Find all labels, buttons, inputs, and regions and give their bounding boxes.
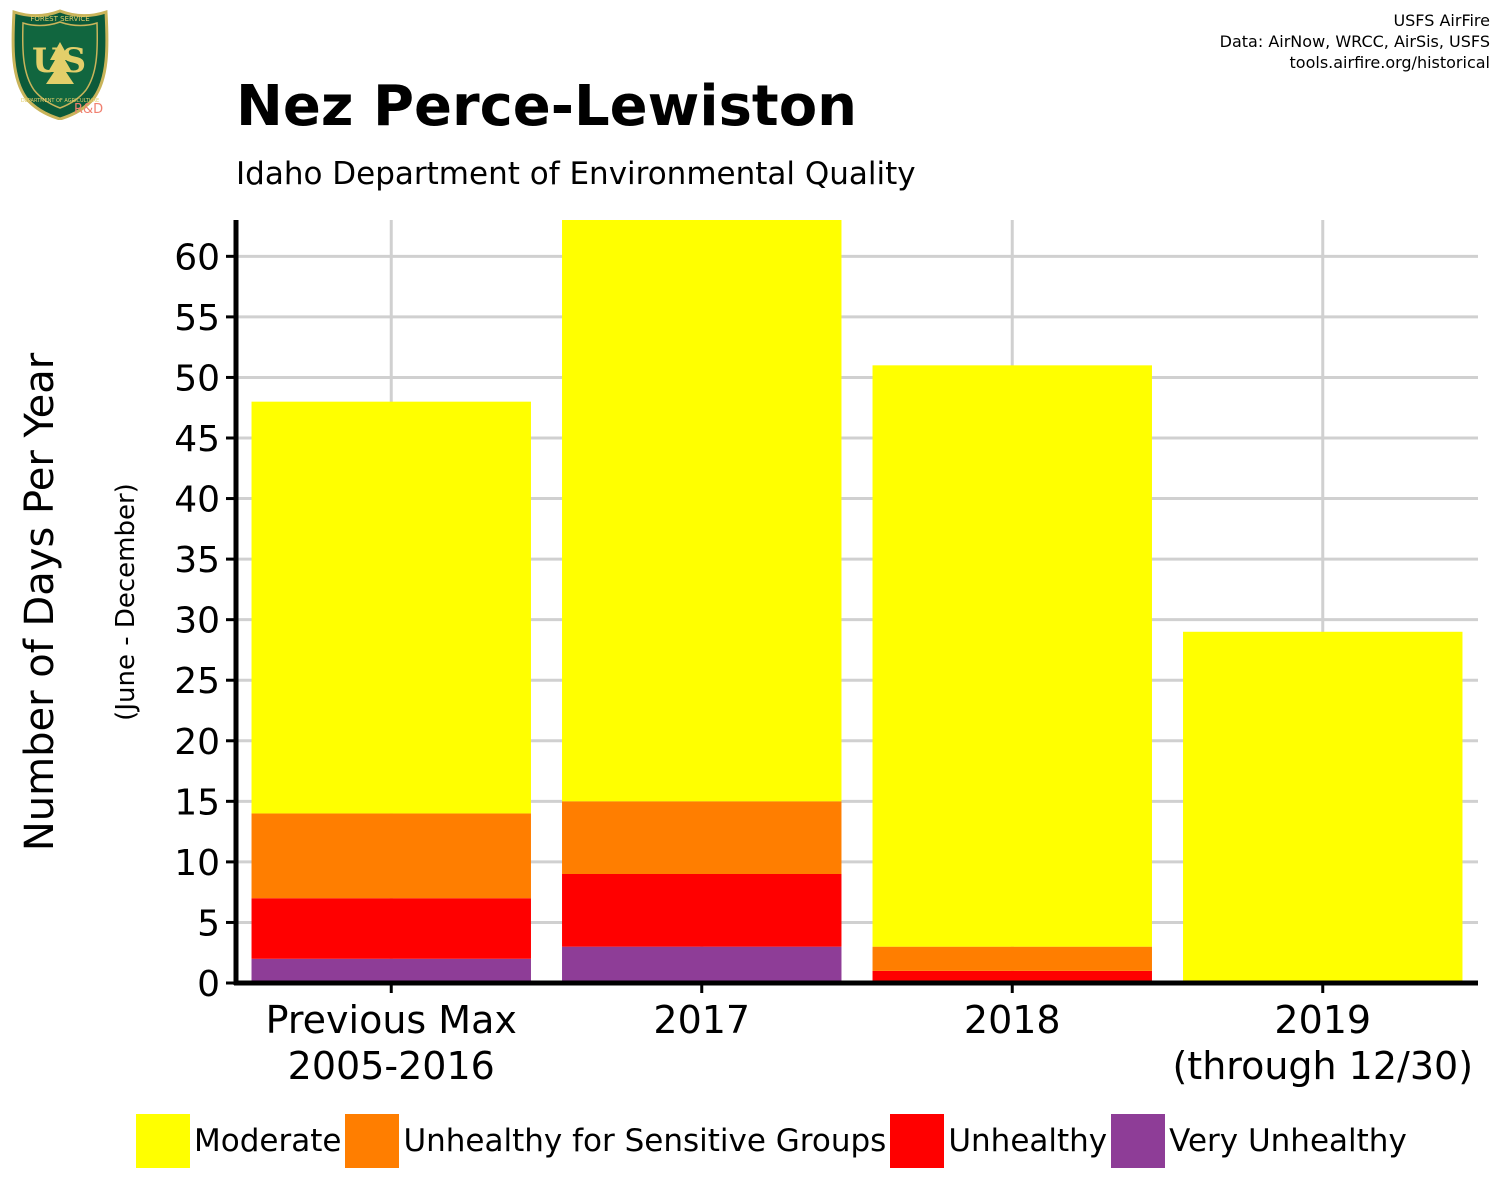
y-tick-label: 40 bbox=[174, 480, 220, 521]
bar-segment-moderate bbox=[562, 220, 842, 802]
legend-label: Unhealthy for Sensitive Groups bbox=[403, 1123, 887, 1159]
legend-swatch bbox=[890, 1114, 945, 1168]
logo-ring-top: FOREST SERVICE bbox=[30, 15, 89, 23]
credit-line: Data: AirNow, WRCC, AirSis, USFS bbox=[1219, 32, 1490, 51]
logo-rd-badge: R&D bbox=[74, 102, 103, 117]
legend-item-unhealthy: Unhealthy bbox=[890, 1114, 1107, 1168]
bar-segment-unhealthy bbox=[251, 898, 531, 959]
x-tick-label: 2019 bbox=[1274, 998, 1371, 1042]
bar-segment-very-unhealthy bbox=[562, 946, 842, 983]
bar-segment-moderate bbox=[251, 401, 531, 814]
bar-segment-moderate bbox=[1183, 631, 1463, 983]
chart-title: Nez Perce-Lewiston bbox=[236, 74, 858, 139]
x-tick-label: 2018 bbox=[964, 998, 1061, 1042]
legend-item-very-unhealthy: Very Unhealthy bbox=[1111, 1114, 1407, 1168]
bar-segment-moderate bbox=[872, 365, 1152, 947]
y-tick-label: 15 bbox=[174, 782, 220, 823]
y-tick-label: 20 bbox=[174, 722, 220, 763]
y-tick-label: 5 bbox=[197, 903, 220, 944]
bar-segment-unhealthy-for-sensitive-groups bbox=[251, 813, 531, 899]
bar-segment-very-unhealthy bbox=[251, 958, 531, 983]
y-axis-label: Number of Days Per Year bbox=[17, 352, 63, 851]
legend-item-usg: Unhealthy for Sensitive Groups bbox=[345, 1114, 886, 1168]
legend-item-moderate: Moderate bbox=[136, 1114, 341, 1168]
x-tick-label: Previous Max bbox=[266, 998, 517, 1042]
usfs-shield-logo: US FOREST SERVICE DEPARTMENT OF AGRICULT… bbox=[11, 9, 109, 120]
legend-swatch bbox=[345, 1114, 400, 1168]
y-tick-label: 30 bbox=[174, 601, 220, 642]
y-axis-sublabel: (June - December) bbox=[111, 483, 141, 721]
y-tick-label: 45 bbox=[174, 419, 220, 460]
logo-ring-bottom: DEPARTMENT OF AGRICULTURE bbox=[21, 98, 99, 104]
legend-swatch bbox=[136, 1114, 190, 1168]
bar-segment-unhealthy bbox=[562, 874, 842, 947]
legend-label: Moderate bbox=[194, 1123, 342, 1159]
legend-label: Very Unhealthy bbox=[1169, 1123, 1407, 1159]
bar-segment-unhealthy-for-sensitive-groups bbox=[562, 801, 842, 874]
y-tick-label: 50 bbox=[174, 358, 220, 399]
credit-line: USFS AirFire bbox=[1393, 11, 1490, 30]
legend-swatch bbox=[1111, 1114, 1166, 1168]
x-tick-label: 2017 bbox=[653, 998, 750, 1042]
chart-legend: Moderate Unhealthy for Sensitive Groups … bbox=[136, 1114, 1411, 1168]
tree-icon bbox=[46, 42, 74, 84]
x-tick-label: 2005-2016 bbox=[288, 1044, 495, 1088]
y-tick-label: 60 bbox=[174, 237, 220, 278]
x-tick-label: (through 12/30) bbox=[1172, 1044, 1473, 1088]
chart-subtitle: Idaho Department of Environmental Qualit… bbox=[236, 156, 916, 192]
credit-line: tools.airfire.org/historical bbox=[1289, 53, 1490, 72]
y-tick-label: 0 bbox=[197, 964, 220, 1005]
bar-segment-unhealthy-for-sensitive-groups bbox=[872, 946, 1152, 971]
y-tick-label: 55 bbox=[174, 298, 220, 339]
y-tick-label: 10 bbox=[174, 843, 220, 884]
bar-segment-unhealthy bbox=[872, 970, 1152, 983]
y-tick-label: 35 bbox=[174, 540, 220, 581]
legend-label: Unhealthy bbox=[948, 1123, 1108, 1159]
y-tick-label: 25 bbox=[174, 661, 220, 702]
data-credit: USFS AirFire Data: AirNow, WRCC, AirSis,… bbox=[1220, 10, 1490, 73]
